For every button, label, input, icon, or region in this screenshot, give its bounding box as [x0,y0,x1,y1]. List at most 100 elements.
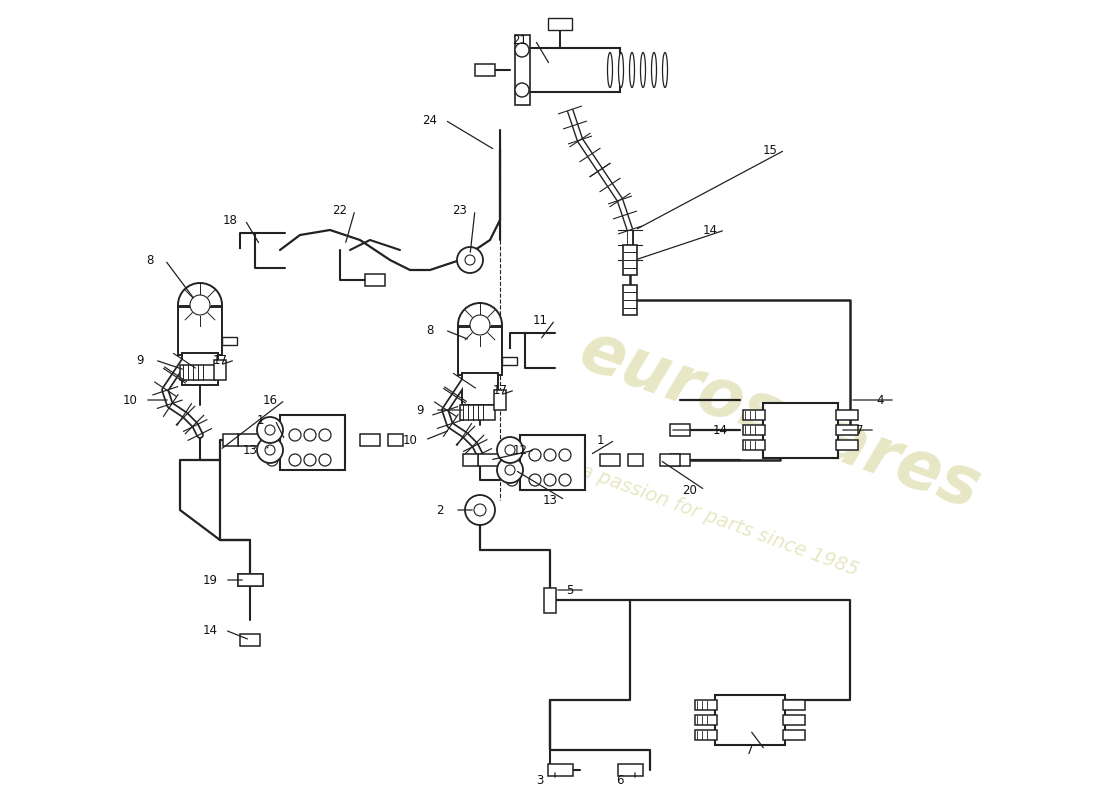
Circle shape [190,295,210,315]
Bar [623,285,637,315]
Text: 5: 5 [566,583,574,597]
Bar [783,730,805,740]
Circle shape [497,457,522,483]
Circle shape [456,247,483,273]
Text: 4: 4 [877,394,883,406]
Text: 16: 16 [263,394,277,406]
Circle shape [458,303,502,347]
Bar [600,454,620,466]
Bar [515,35,530,105]
Text: 17: 17 [212,354,228,366]
Text: 2: 2 [437,503,443,517]
Circle shape [257,417,283,443]
Circle shape [289,429,301,441]
Bar [783,700,805,710]
Text: 21: 21 [513,34,528,46]
Ellipse shape [607,53,613,87]
Circle shape [470,315,490,335]
Bar [742,440,764,450]
Text: 9: 9 [416,403,424,417]
Bar [460,405,495,420]
Text: 23: 23 [452,203,468,217]
Circle shape [304,454,316,466]
Text: 24: 24 [422,114,438,126]
Text: 9: 9 [136,354,144,366]
Bar [502,357,517,365]
Bar [836,410,858,420]
Bar [387,434,403,446]
Circle shape [515,43,529,57]
Bar [238,574,263,586]
Text: 3: 3 [537,774,543,786]
Circle shape [265,425,275,435]
Circle shape [506,449,518,461]
Bar [238,434,263,446]
Text: 14: 14 [703,223,717,237]
Bar [544,587,556,613]
Bar [520,48,620,92]
Bar [660,454,680,466]
Circle shape [544,474,556,486]
Circle shape [319,454,331,466]
Circle shape [304,429,316,441]
Bar [360,434,379,446]
Circle shape [178,283,222,327]
Circle shape [289,454,301,466]
Ellipse shape [640,53,646,87]
Ellipse shape [618,53,624,87]
Circle shape [529,474,541,486]
Ellipse shape [662,53,668,87]
Bar [222,337,236,345]
Bar [477,454,503,466]
Text: 18: 18 [222,214,238,226]
Bar [762,402,837,458]
Circle shape [506,474,518,486]
Text: 7: 7 [746,743,754,757]
Text: 17: 17 [493,383,507,397]
Bar [462,454,477,466]
Bar [627,454,642,466]
Bar [462,373,498,405]
Bar [458,327,502,375]
Bar [182,353,218,385]
Circle shape [529,449,541,461]
Text: 8: 8 [146,254,154,266]
Ellipse shape [629,53,635,87]
Circle shape [559,449,571,461]
Circle shape [505,465,515,475]
Bar [670,424,690,436]
Circle shape [266,454,278,466]
Text: 15: 15 [762,143,778,157]
Circle shape [265,445,275,455]
Bar [280,415,345,470]
Bar [494,390,506,410]
Text: 22: 22 [332,203,348,217]
Circle shape [319,429,331,441]
Bar [695,715,717,725]
Text: 10: 10 [403,434,417,446]
Bar [180,365,214,380]
Bar [214,360,225,380]
Bar [240,634,260,646]
Bar [520,435,585,490]
Bar [365,274,385,286]
Bar [742,410,764,420]
Circle shape [515,83,529,97]
Text: 14: 14 [713,423,727,437]
Text: 13: 13 [542,494,558,506]
Bar [670,454,690,466]
Circle shape [474,504,486,516]
Bar [548,764,572,776]
Text: 19: 19 [202,574,218,586]
Circle shape [266,429,278,441]
Text: 7: 7 [856,423,864,437]
Text: 20: 20 [683,483,697,497]
Bar [475,64,495,76]
Text: a passion for parts since 1985: a passion for parts since 1985 [579,461,861,579]
Bar [623,245,637,275]
Bar [836,440,858,450]
Text: 6: 6 [616,774,624,786]
Circle shape [465,495,495,525]
Text: eurospares: eurospares [571,317,989,523]
Bar [178,307,222,355]
